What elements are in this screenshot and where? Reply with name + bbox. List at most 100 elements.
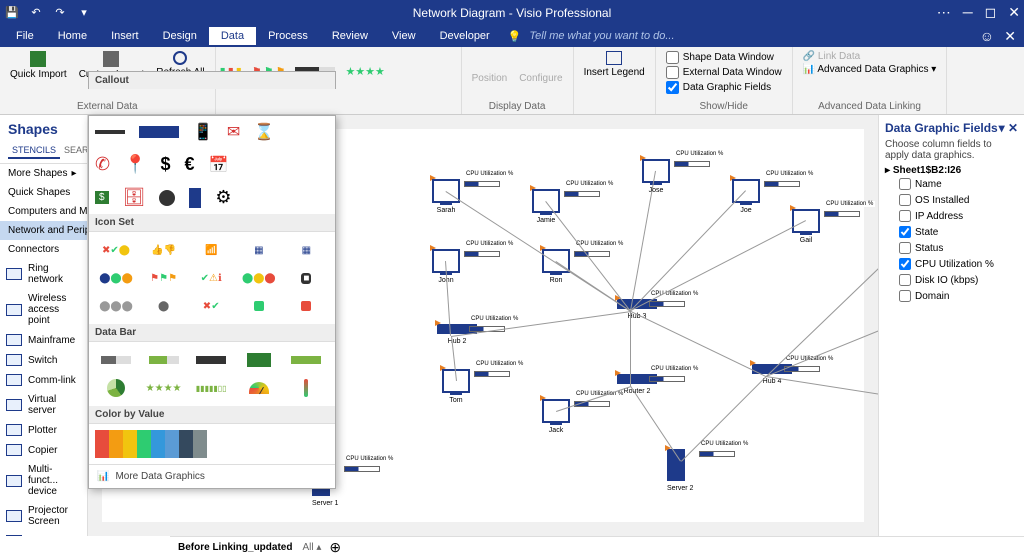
shape-item[interactable]: Virtual server — [0, 390, 87, 420]
color-bar[interactable] — [151, 430, 165, 458]
shape-item[interactable]: Projector Screen — [0, 501, 87, 531]
tab-file[interactable]: File — [4, 27, 46, 45]
network-node[interactable]: JackCPU Utilization % — [542, 399, 570, 434]
configure-button[interactable]: Configure — [515, 49, 566, 86]
data-bar-header: Data Bar — [89, 324, 335, 342]
tab-design[interactable]: Design — [151, 27, 209, 45]
shapes-panel: Shapes STENCILS SEARCH More Shapes ▸ Qui… — [0, 115, 88, 536]
field-item[interactable]: Disk IO (kbps) — [885, 272, 1018, 288]
panel-pin-icon[interactable]: ▾ — [999, 121, 1005, 135]
edge — [630, 311, 631, 386]
tab-developer[interactable]: Developer — [428, 27, 502, 45]
more-shapes[interactable]: More Shapes ▸ — [0, 164, 87, 183]
close-doc-icon[interactable]: ✕ — [1004, 28, 1016, 45]
group-label: External Data — [6, 101, 209, 112]
network-node[interactable]: GailCPU Utilization % — [792, 209, 820, 244]
stencils-tab[interactable]: STENCILS — [8, 143, 60, 159]
panel-desc: Choose column fields to apply data graph… — [885, 139, 1018, 161]
shape-item[interactable]: Mainframe — [0, 330, 87, 350]
tab-home[interactable]: Home — [46, 27, 99, 45]
network-node[interactable]: JamieCPU Utilization % — [532, 189, 560, 224]
customize-icon[interactable]: ▾ — [76, 5, 92, 21]
quick-shapes[interactable]: Quick Shapes — [0, 183, 87, 202]
insert-legend-button[interactable]: Insert Legend — [580, 49, 649, 80]
network-node[interactable]: RonCPU Utilization % — [542, 249, 570, 284]
color-bar[interactable] — [179, 430, 193, 458]
position-button[interactable]: Position — [468, 49, 512, 86]
ribbon-options-icon[interactable]: ⋯ — [937, 4, 951, 21]
field-item[interactable]: IP Address — [885, 208, 1018, 224]
tab-data[interactable]: Data — [209, 27, 256, 45]
external-data-check[interactable]: External Data Window — [666, 66, 782, 79]
field-item[interactable]: Name — [885, 176, 1018, 192]
color-value-header: Color by Value — [89, 406, 335, 424]
adv-graphics-button[interactable]: 📊 Advanced Data Graphics ▾ — [803, 64, 937, 75]
graphic-fields-check[interactable]: Data Graphic Fields — [666, 81, 782, 94]
connectors-category[interactable]: Connectors — [0, 240, 87, 259]
sheet-tab[interactable]: Before Linking_updated — [178, 542, 292, 553]
minimize-icon[interactable]: ─ — [963, 4, 973, 21]
panel-close-icon[interactable]: ✕ — [1008, 121, 1018, 135]
tab-process[interactable]: Process — [256, 27, 320, 45]
network-node[interactable]: JoseCPU Utilization % — [642, 159, 670, 194]
shape-item[interactable]: Wireless access point — [0, 289, 87, 330]
add-page-icon[interactable]: ⊕ — [329, 539, 341, 556]
tab-review[interactable]: Review — [320, 27, 380, 45]
edge — [681, 376, 767, 462]
tell-me-input[interactable]: Tell me what you want to do... — [529, 30, 674, 42]
link-data-button[interactable]: 🔗 Link Data — [803, 51, 937, 62]
callout-header: Callout — [88, 71, 336, 89]
titlebar: 💾 ↶ ↷ ▾ Network Diagram - Visio Professi… — [0, 0, 1024, 25]
edge — [451, 311, 631, 337]
field-item[interactable]: State — [885, 224, 1018, 240]
redo-icon[interactable]: ↷ — [52, 5, 68, 21]
maximize-icon[interactable]: ◻ — [985, 4, 997, 21]
all-pages[interactable]: All ▴ — [302, 542, 321, 553]
window-title: Network Diagram - Visio Professional — [413, 6, 612, 20]
shape-item[interactable]: Comm-link — [0, 370, 87, 390]
shape-data-check[interactable]: Shape Data Window — [666, 51, 782, 64]
field-item[interactable]: Status — [885, 240, 1018, 256]
tab-insert[interactable]: Insert — [99, 27, 151, 45]
undo-icon[interactable]: ↶ — [28, 5, 44, 21]
color-bar[interactable] — [109, 430, 123, 458]
color-bar[interactable] — [123, 430, 137, 458]
statusbar: Before Linking_updated All ▴ ⊕ — [170, 536, 1024, 558]
data-graphic-fields-panel: Data Graphic Fields▾ ✕ Choose column fie… — [878, 115, 1024, 536]
feedback-icon[interactable]: ☺ — [980, 28, 994, 44]
quick-import-button[interactable]: Quick Import — [6, 49, 71, 82]
menubar: File Home Insert Design Data Process Rev… — [0, 25, 1024, 47]
search-tab[interactable]: SEARCH — [60, 143, 88, 159]
color-bar[interactable] — [193, 430, 207, 458]
panel-title: Data Graphic Fields — [885, 121, 998, 135]
more-data-graphics[interactable]: 📊More Data Graphics — [89, 464, 335, 488]
edge — [631, 220, 806, 311]
shape-item[interactable]: Copier — [0, 440, 87, 460]
save-icon[interactable]: 💾 — [4, 5, 20, 21]
shape-item[interactable]: Switch — [0, 350, 87, 370]
tree-root[interactable]: ▸ Sheet1$B2:I26 — [885, 165, 1018, 176]
computers-category[interactable]: Computers and Monitors — [0, 202, 87, 221]
icon-set-header: Icon Set — [89, 214, 335, 232]
color-bar[interactable] — [165, 430, 179, 458]
edge — [630, 386, 681, 462]
close-icon[interactable]: ✕ — [1008, 4, 1020, 21]
shape-item[interactable]: Multi-funct... device — [0, 460, 87, 501]
edge — [555, 261, 631, 312]
field-item[interactable]: Domain — [885, 288, 1018, 304]
field-item[interactable]: CPU Utilization % — [885, 256, 1018, 272]
tab-view[interactable]: View — [380, 27, 428, 45]
shape-item[interactable]: Ring network — [0, 259, 87, 289]
network-category[interactable]: Network and Peripherals — [0, 221, 87, 240]
lightbulb-icon: 💡 — [508, 30, 522, 43]
network-node[interactable]: JoeCPU Utilization % — [732, 179, 760, 214]
shape-item[interactable]: Plotter — [0, 420, 87, 440]
network-node[interactable]: Server 2CPU Utilization % — [667, 449, 693, 492]
data-graphics-dropdown: 📱 ✉ ⌛ ✆ 📍 $ € 📅 $ 🗄 ⚙ Icon Set ✖✔⬤ 👍👎 📶 … — [88, 115, 336, 489]
network-node[interactable]: Router 2CPU Utilization % — [617, 374, 657, 395]
shapes-header: Shapes — [0, 115, 87, 143]
color-bar[interactable] — [137, 430, 151, 458]
color-bar[interactable] — [95, 430, 109, 458]
field-item[interactable]: OS Installed — [885, 192, 1018, 208]
shape-item[interactable]: Hub — [0, 531, 87, 536]
